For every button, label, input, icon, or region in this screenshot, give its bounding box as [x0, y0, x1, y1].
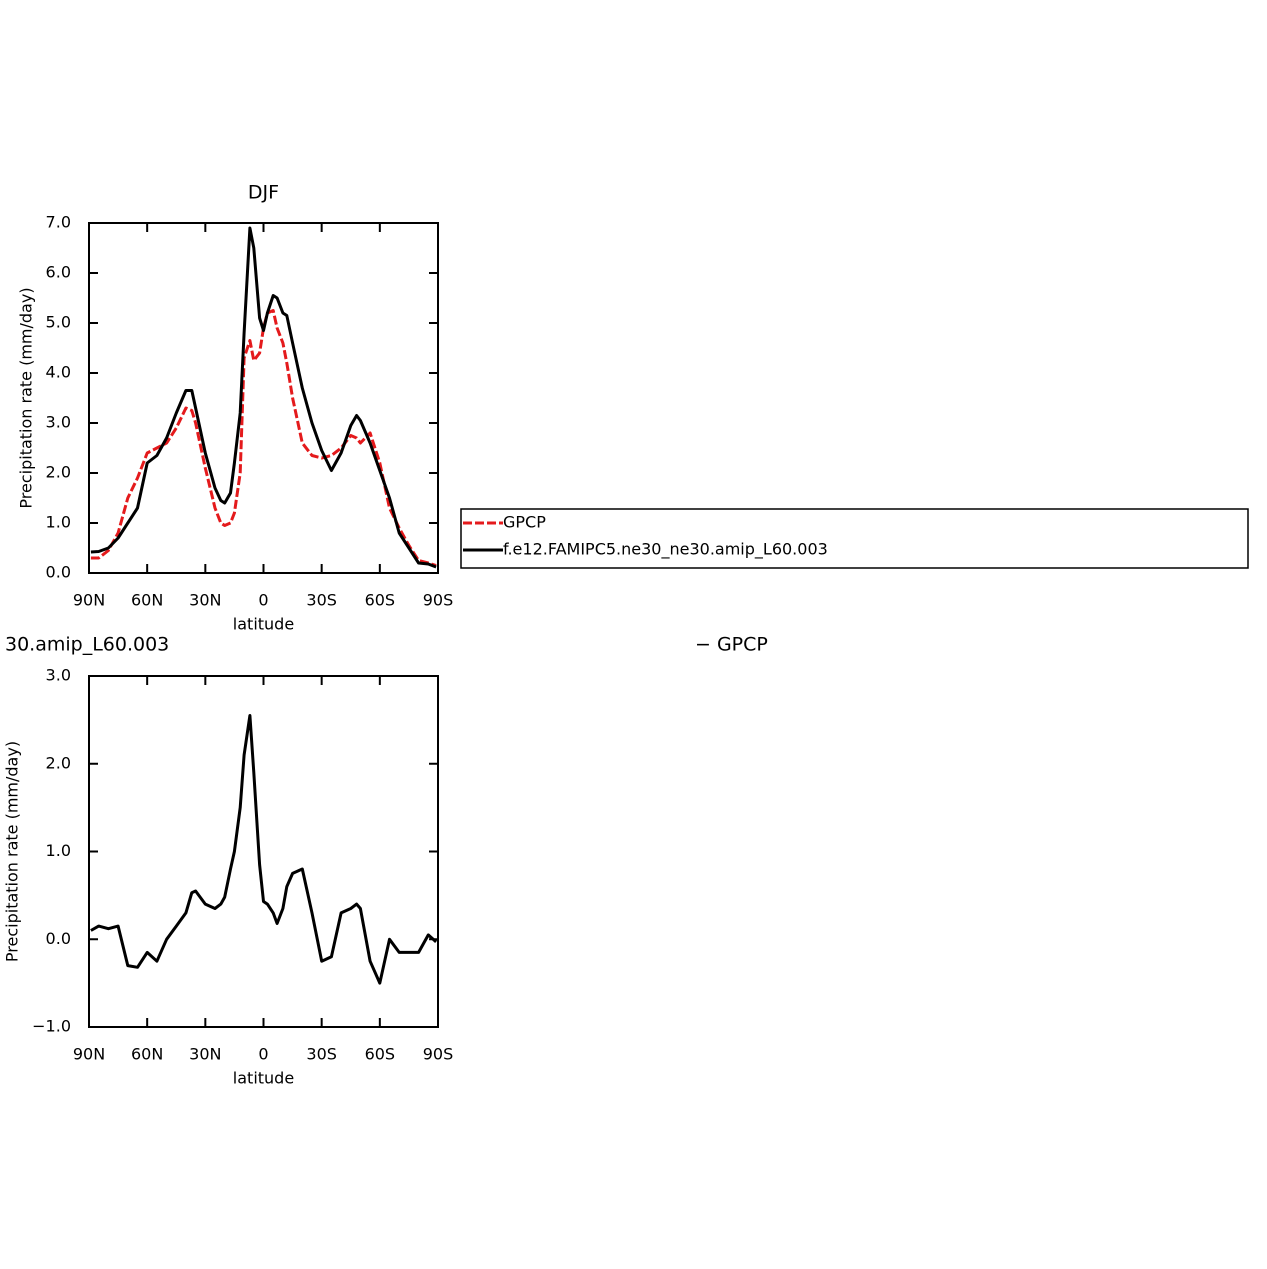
legend-box: [460, 508, 1249, 569]
data-line: [90, 226, 437, 569]
x-tick-label: 90N: [73, 591, 105, 610]
x-tick-label: 0: [258, 1045, 268, 1064]
x-tick-label: 60N: [131, 1045, 163, 1064]
chart-title-right: − GPCP: [695, 634, 768, 656]
y-tick-label: 7.0: [46, 213, 71, 232]
data-line: [90, 309, 437, 567]
y-tick-label: 3.0: [46, 666, 71, 685]
y-tick-label: 5.0: [46, 313, 71, 332]
x-tick-label: 30N: [189, 591, 221, 610]
x-axis-label: latitude: [233, 615, 294, 634]
y-tick-label: 0.0: [46, 929, 71, 948]
x-tick-label: 30S: [306, 591, 337, 610]
x-tick-label: 90S: [423, 591, 454, 610]
x-tick-label: 30S: [306, 1045, 337, 1064]
y-tick-label: 0.0: [46, 563, 71, 582]
plot-frame: [88, 675, 439, 1028]
x-axis-label: latitude: [233, 1069, 294, 1088]
x-tick-label: 60N: [131, 591, 163, 610]
x-tick-label: 30N: [189, 1045, 221, 1064]
y-tick-label: 4.0: [46, 363, 71, 382]
y-tick-label: 1.0: [46, 513, 71, 532]
y-tick-label: 2.0: [46, 753, 71, 772]
legend-label: GPCP: [503, 513, 546, 532]
plot-frame: [88, 222, 439, 574]
x-tick-label: 0: [258, 591, 268, 610]
chart-title: 30.amip_L60.003: [5, 634, 169, 656]
y-axis-label: Precipitation rate (mm/day): [3, 741, 22, 962]
x-tick-label: 90S: [423, 1045, 454, 1064]
y-tick-label: 2.0: [46, 463, 71, 482]
legend-label: f.e12.FAMIPC5.ne30_ne30.amip_L60.003: [503, 540, 828, 560]
y-axis-label: Precipitation rate (mm/day): [17, 287, 36, 508]
y-tick-label: −1.0: [32, 1017, 71, 1036]
y-tick-label: 6.0: [46, 263, 71, 282]
x-tick-label: 60S: [365, 1045, 396, 1064]
y-tick-label: 1.0: [46, 841, 71, 860]
chart-title: DJF: [248, 182, 279, 204]
data-line: [90, 714, 438, 985]
x-tick-label: 60S: [365, 591, 396, 610]
y-tick-label: 3.0: [46, 413, 71, 432]
x-tick-label: 90N: [73, 1045, 105, 1064]
